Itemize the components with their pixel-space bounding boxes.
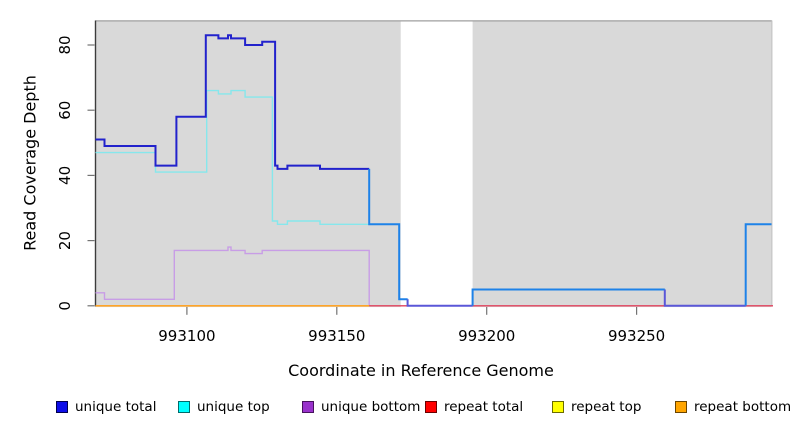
legend-item: unique bottom	[302, 399, 420, 415]
legend-label: unique bottom	[321, 399, 421, 415]
series-unique-total-line	[471, 288, 665, 306]
legend-item: repeat bottom	[675, 399, 791, 415]
legend-swatch-repeat-top	[552, 401, 564, 413]
legend-item: unique top	[178, 399, 270, 415]
y-tick-label: 20	[56, 231, 74, 250]
series-unique-bottom-line	[95, 246, 371, 307]
shaded-region	[95, 21, 401, 308]
legend-item: repeat total	[425, 399, 523, 415]
series-unique-total-line	[744, 223, 772, 306]
x-axis-title: Coordinate in Reference Genome	[288, 361, 554, 380]
legend-label: repeat bottom	[694, 399, 792, 415]
legend-label: repeat total	[444, 399, 524, 415]
shaded-region	[472, 21, 772, 308]
x-tick-label: 993100	[158, 327, 215, 345]
x-tick-label: 993150	[308, 327, 365, 345]
series-unique-total-line	[406, 299, 473, 307]
series-unique-total-line	[368, 168, 408, 301]
y-axis-title: Read Coverage Depth	[20, 75, 40, 251]
legend: unique total unique top unique bottom re…	[0, 399, 792, 417]
legend-label: repeat top	[571, 399, 642, 415]
legend-swatch-unique-bottom	[302, 401, 314, 413]
y-tick-label: 60	[56, 101, 74, 120]
legend-label: unique top	[197, 399, 270, 415]
legend-label: unique total	[75, 399, 157, 415]
legend-item: unique total	[56, 399, 156, 415]
y-tick-label: 0	[56, 301, 74, 311]
x-tick-label: 993200	[458, 327, 515, 345]
y-tick-label: 80	[56, 35, 74, 54]
legend-swatch-unique-top	[178, 401, 190, 413]
legend-swatch-repeat-total	[425, 401, 437, 413]
series-unique-total-line	[663, 289, 746, 307]
legend-item: repeat top	[552, 399, 641, 415]
legend-swatch-unique-total	[56, 401, 68, 413]
series-unique-total-line	[95, 34, 370, 170]
y-tick-label: 40	[56, 166, 74, 185]
x-tick-label: 993250	[608, 327, 665, 345]
legend-swatch-repeat-bottom	[675, 401, 687, 413]
